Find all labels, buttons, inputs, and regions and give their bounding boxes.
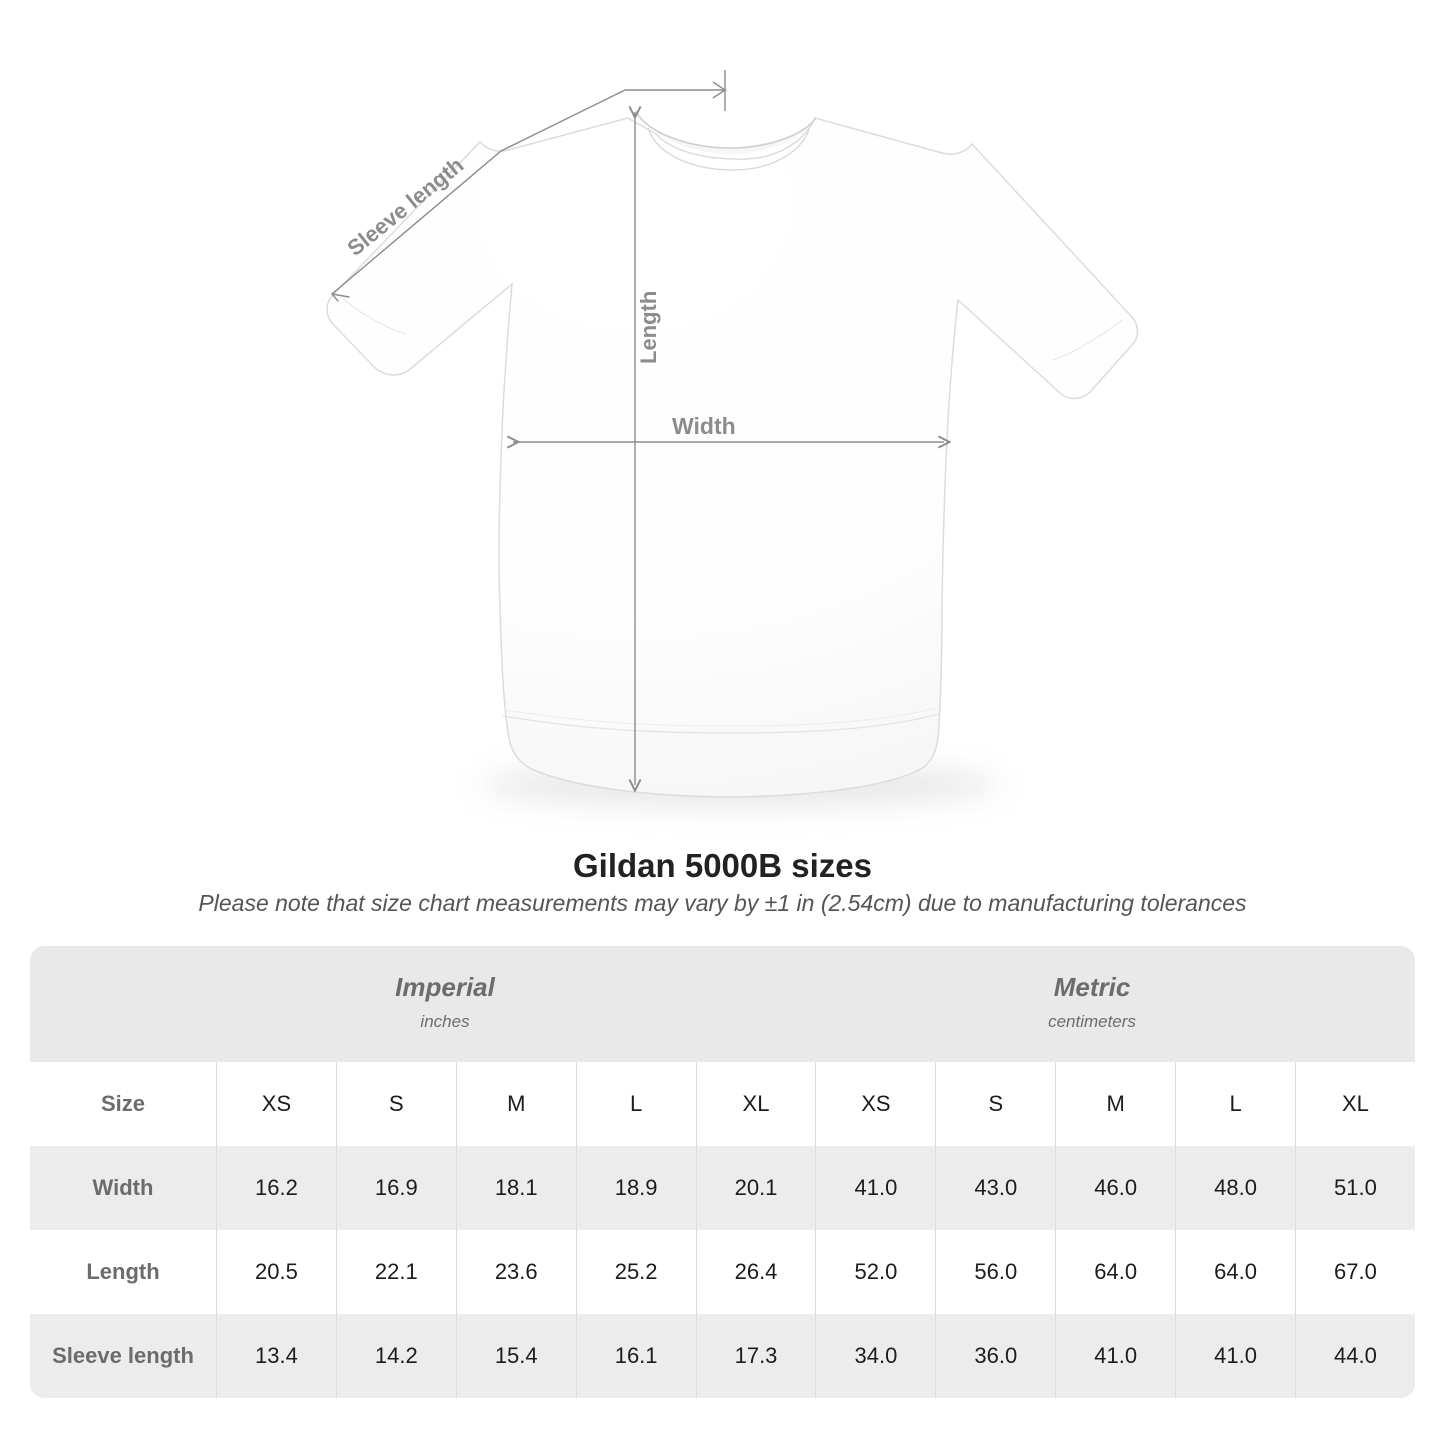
svg-text:Length: Length [636, 291, 661, 364]
svg-text:Width: Width [672, 413, 736, 439]
